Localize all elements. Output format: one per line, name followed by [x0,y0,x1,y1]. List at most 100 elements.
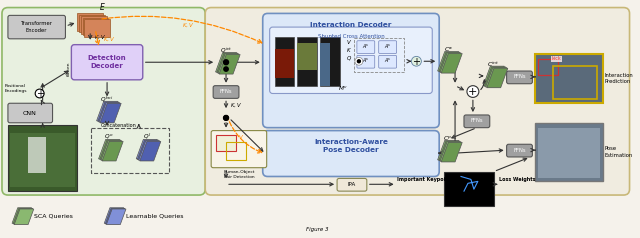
Text: FFNs: FFNs [470,118,483,123]
Text: $A^s$: $A^s$ [362,43,370,51]
Polygon shape [101,141,122,160]
Polygon shape [140,141,161,161]
Text: CNN: CNN [23,110,36,115]
Text: V: V [347,40,351,45]
Text: Interaction-Aware
Pose Decoder: Interaction-Aware Pose Decoder [314,139,388,153]
FancyBboxPatch shape [337,178,367,191]
Bar [444,172,493,206]
Polygon shape [99,139,120,159]
Polygon shape [139,141,159,160]
Text: Q: Q [347,56,351,61]
Polygon shape [487,68,508,88]
Text: FFNs: FFNs [513,74,526,79]
Circle shape [223,115,228,120]
Text: Detection
Decoder: Detection Decoder [88,55,126,69]
Polygon shape [440,53,461,72]
Bar [553,66,597,99]
Text: $Q^o$: $Q^o$ [104,132,114,141]
Text: $K, V$: $K, V$ [103,35,116,43]
FancyBboxPatch shape [357,41,375,54]
Bar [83,18,108,35]
Polygon shape [100,140,121,160]
Polygon shape [219,55,240,74]
Polygon shape [99,103,120,122]
Text: +: + [412,57,420,67]
Bar [275,37,294,86]
Text: Figure 3: Figure 3 [306,227,328,232]
Text: +: + [36,89,44,99]
Bar [535,55,603,103]
Text: FFNs: FFNs [220,89,232,94]
Polygon shape [441,142,462,162]
Text: K: K [347,48,351,53]
Text: Interaction Decoder: Interaction Decoder [310,22,392,28]
Bar [84,19,110,37]
FancyBboxPatch shape [357,55,375,68]
Text: $K, V$: $K, V$ [94,33,106,41]
Bar [275,49,294,78]
Bar [354,38,403,72]
Bar [10,133,76,187]
Polygon shape [106,209,126,225]
Text: kick: kick [551,56,561,61]
Text: $Q^l$: $Q^l$ [143,132,151,141]
Text: Shunted Cross Attention: Shunted Cross Attention [317,34,385,39]
Polygon shape [216,52,237,72]
FancyBboxPatch shape [8,15,65,39]
Text: $C^{int}$: $C^{int}$ [488,60,500,69]
Text: $M^v$: $M^v$ [338,84,348,93]
Text: SCA Queries: SCA Queries [34,213,72,218]
Bar [28,137,45,173]
Polygon shape [13,208,33,224]
Circle shape [467,86,479,97]
Text: Transformer
Encoder: Transformer Encoder [20,21,52,33]
Polygon shape [218,54,239,73]
FancyBboxPatch shape [263,131,439,177]
Bar [298,43,317,70]
Text: $A^s$: $A^s$ [384,57,392,65]
FancyBboxPatch shape [379,55,397,68]
Text: $K, V$: $K, V$ [230,101,242,109]
Bar [79,15,105,32]
Bar [81,16,107,34]
Text: $Q^{hoi}$: $Q^{hoi}$ [100,95,114,104]
Polygon shape [441,54,462,73]
Text: $C^p$: $C^p$ [444,134,452,143]
FancyBboxPatch shape [379,41,397,54]
Polygon shape [104,208,124,223]
Polygon shape [438,51,459,71]
Polygon shape [486,68,507,87]
Polygon shape [138,140,159,160]
Bar [92,128,168,173]
Text: Loss Weights: Loss Weights [499,177,535,182]
Polygon shape [484,67,506,86]
FancyBboxPatch shape [205,8,630,195]
Text: FFNs: FFNs [513,148,526,153]
Polygon shape [136,139,157,159]
Circle shape [224,116,228,120]
Polygon shape [217,53,237,73]
Text: Interaction
Prediction: Interaction Prediction [605,73,634,84]
Text: $V$: $V$ [238,134,244,141]
Bar [538,128,600,178]
Text: +: + [468,87,477,97]
Bar [298,37,317,86]
Text: flatten: flatten [67,62,70,76]
Circle shape [35,89,44,98]
FancyBboxPatch shape [464,115,490,128]
Polygon shape [14,209,34,225]
Bar [77,13,103,31]
FancyBboxPatch shape [8,103,52,123]
Text: $C^a$: $C^a$ [444,45,452,54]
Circle shape [357,60,360,63]
Polygon shape [100,103,121,123]
Text: Learnable Queries: Learnable Queries [126,213,184,218]
FancyBboxPatch shape [72,45,143,80]
Polygon shape [97,101,118,121]
Text: Concatenation: Concatenation [101,123,137,128]
Text: $K, V$: $K, V$ [182,21,195,29]
Circle shape [224,67,228,71]
Polygon shape [439,52,460,72]
Bar [320,43,330,86]
Bar [538,59,558,75]
